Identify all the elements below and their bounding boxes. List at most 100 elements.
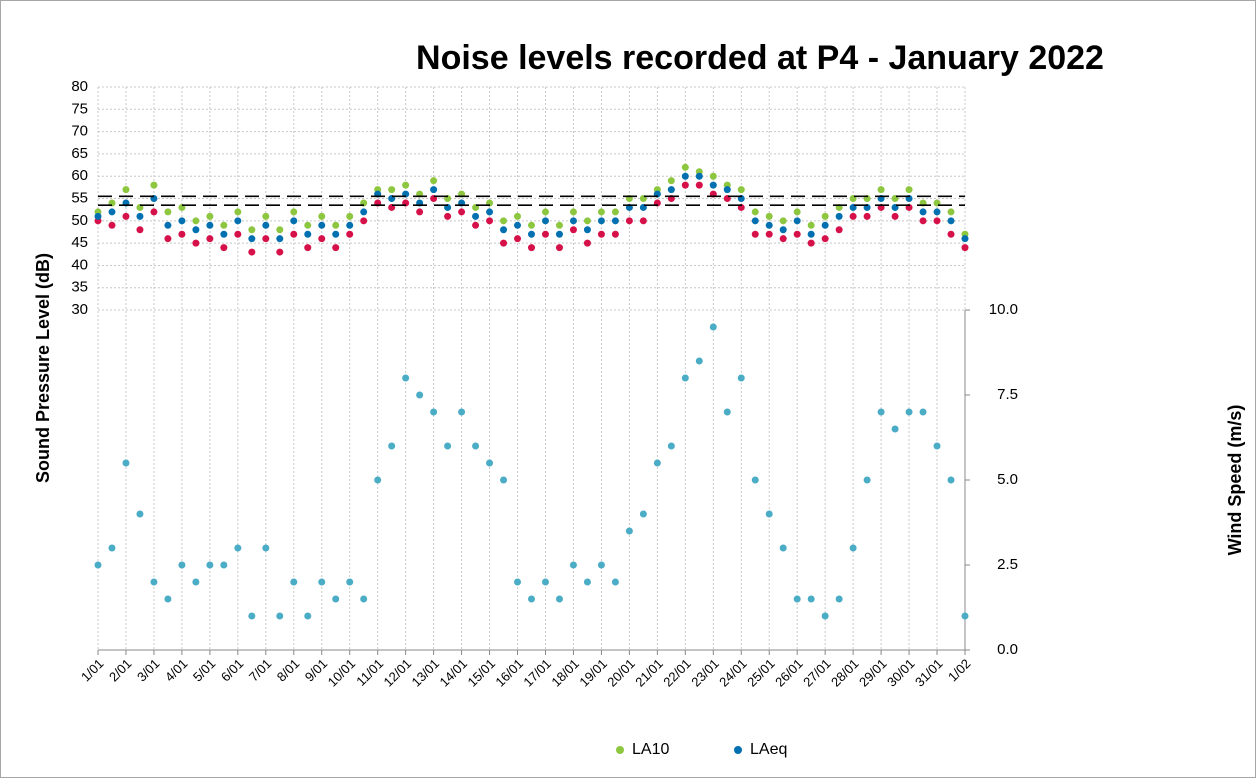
data-point: [514, 235, 522, 243]
data-point: [583, 217, 591, 225]
data-point: [402, 181, 410, 189]
data-point: [290, 208, 298, 216]
data-point: [541, 230, 549, 238]
data-point: [332, 221, 340, 229]
data-point: [178, 217, 186, 225]
data-point: [248, 248, 256, 256]
data-point: [723, 408, 731, 416]
data-point: [472, 221, 480, 229]
legend-marker: [734, 746, 742, 754]
data-point: [583, 578, 591, 586]
data-point: [905, 186, 913, 194]
data-point: [597, 561, 605, 569]
data-point: [835, 595, 843, 603]
data-point: [793, 208, 801, 216]
y2-tick-label: 7.5: [997, 386, 1018, 403]
data-point: [667, 186, 675, 194]
data-point: [667, 177, 675, 185]
data-point: [821, 235, 829, 243]
data-point: [849, 212, 857, 220]
data-point: [695, 181, 703, 189]
data-point: [681, 374, 689, 382]
data-point: [528, 221, 535, 229]
data-point: [248, 235, 256, 243]
legend-label: LAeq: [750, 741, 787, 758]
data-point: [751, 230, 759, 238]
data-point: [891, 425, 899, 433]
data-point: [164, 208, 172, 216]
data-point: [597, 217, 605, 225]
data-point: [374, 476, 382, 484]
data-point: [528, 595, 535, 603]
data-point: [164, 235, 172, 243]
data-point: [276, 248, 284, 256]
data-point: [360, 208, 368, 216]
data-point: [136, 226, 144, 234]
data-point: [625, 527, 633, 535]
data-point: [611, 217, 619, 225]
data-point: [555, 221, 563, 229]
y-tick-label: 35: [71, 279, 88, 296]
y-tick-label: 60: [71, 167, 88, 184]
data-point: [737, 186, 745, 194]
data-point: [555, 595, 563, 603]
data-point: [332, 244, 340, 252]
data-point: [681, 181, 689, 189]
data-point: [108, 208, 116, 216]
data-point: [528, 244, 535, 252]
y-tick-label: 30: [71, 301, 88, 318]
y-tick-label: 70: [71, 123, 88, 140]
data-point: [178, 561, 186, 569]
data-point: [821, 212, 829, 220]
data-point: [206, 212, 214, 220]
y2-tick-label: 10.0: [989, 301, 1018, 318]
data-point: [919, 217, 927, 225]
data-point: [779, 544, 787, 552]
data-point: [458, 408, 466, 416]
data-point: [541, 208, 549, 216]
data-point: [793, 595, 801, 603]
data-point: [821, 612, 829, 620]
data-point: [248, 226, 256, 234]
data-point: [262, 221, 270, 229]
data-point: [835, 226, 843, 234]
data-point: [192, 217, 200, 225]
data-point: [541, 217, 549, 225]
data-point: [402, 374, 410, 382]
data-point: [751, 476, 759, 484]
data-point: [234, 230, 242, 238]
data-point: [220, 230, 228, 238]
data-point: [583, 239, 591, 247]
data-point: [346, 230, 354, 238]
data-point: [360, 217, 368, 225]
data-point: [863, 212, 871, 220]
y-tick-label: 40: [71, 256, 88, 273]
data-point: [695, 357, 703, 365]
data-point: [486, 217, 494, 225]
data-point: [961, 244, 969, 252]
data-point: [961, 235, 969, 243]
data-point: [779, 217, 787, 225]
data-point: [150, 208, 158, 216]
data-point: [332, 230, 340, 238]
data-point: [709, 323, 717, 331]
data-point: [206, 235, 214, 243]
data-point: [779, 226, 787, 234]
data-point: [318, 235, 326, 243]
data-point: [793, 230, 801, 238]
data-point: [262, 544, 270, 552]
data-point: [304, 244, 312, 252]
data-point: [234, 544, 242, 552]
data-point: [919, 208, 927, 216]
data-point: [150, 181, 158, 189]
legend-marker: [616, 746, 624, 754]
data-point: [765, 212, 773, 220]
data-point: [569, 217, 577, 225]
data-point: [304, 612, 312, 620]
data-point: [681, 163, 689, 171]
legend-label: LA10: [632, 741, 669, 758]
data-point: [947, 230, 955, 238]
y-tick-label: 75: [71, 100, 88, 117]
data-point: [94, 212, 102, 220]
